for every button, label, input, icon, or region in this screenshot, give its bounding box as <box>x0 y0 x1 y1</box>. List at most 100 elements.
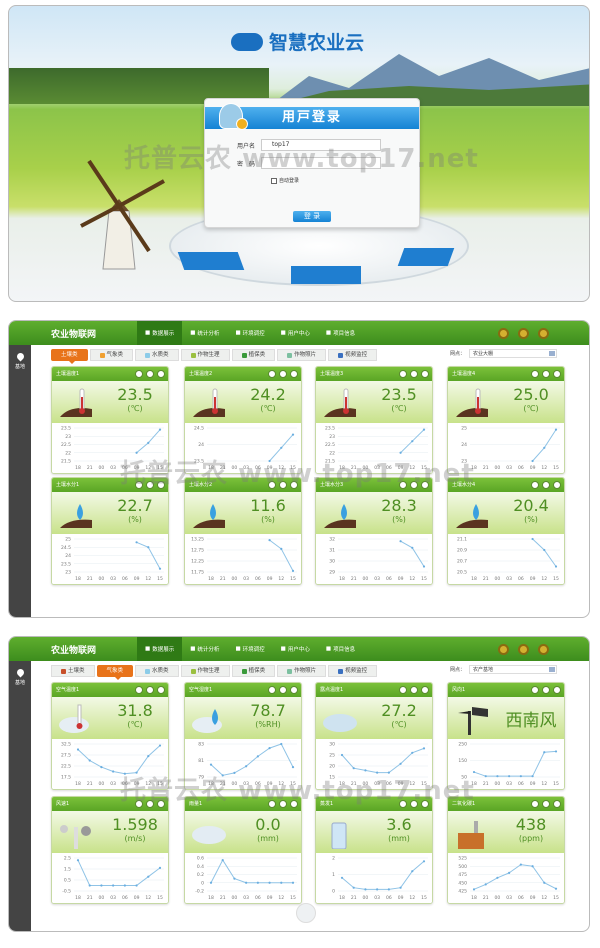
login-button[interactable]: 登 录 <box>293 211 331 222</box>
tab-2[interactable]: 气象类 <box>89 349 134 361</box>
nav-item[interactable]: ■ 统计分析 <box>182 321 227 345</box>
site-select[interactable]: 农业大棚 <box>469 349 557 358</box>
history-icon[interactable] <box>542 481 550 489</box>
settings-icon[interactable] <box>553 370 561 378</box>
edit-icon[interactable] <box>399 370 407 378</box>
history-icon[interactable] <box>146 481 154 489</box>
remember-checkbox[interactable]: 自动登录 <box>271 177 299 184</box>
history-icon[interactable] <box>410 686 418 694</box>
tab-7[interactable]: 视频监控 <box>328 665 378 677</box>
location-pin-icon[interactable] <box>15 351 25 362</box>
history-icon[interactable] <box>146 686 154 694</box>
tab-7[interactable]: 视频监控 <box>328 349 378 361</box>
nav-item-label: 用户中心 <box>287 331 310 337</box>
settings-icon[interactable] <box>157 800 165 808</box>
reading-unit: (℃) <box>127 404 143 413</box>
nav-item[interactable]: ■ 项目信息 <box>318 321 363 345</box>
nav-item[interactable]: ■ 用户中心 <box>273 321 318 345</box>
scroll-top-button[interactable] <box>296 903 316 923</box>
power-icon[interactable] <box>538 327 549 339</box>
edit-icon[interactable] <box>268 686 276 694</box>
tab-5[interactable]: 植保类 <box>231 665 276 677</box>
history-icon[interactable] <box>542 800 550 808</box>
settings-icon[interactable] <box>157 370 165 378</box>
settings-icon[interactable] <box>290 481 298 489</box>
settings-icon[interactable] <box>290 686 298 694</box>
edit-icon[interactable] <box>135 800 143 808</box>
history-icon[interactable] <box>542 370 550 378</box>
nav-item[interactable]: ■ 数据展示 <box>137 321 183 345</box>
sensor-card: 土壤水分2 11.6 (%) 11.75 12.25 12.75 13.25 18 21 00 03… <box>184 477 302 585</box>
nav-item[interactable]: ■ 用户中心 <box>273 637 318 661</box>
settings-icon[interactable] <box>290 370 298 378</box>
tab-1[interactable]: 土壤类 <box>51 665 95 677</box>
history-icon[interactable] <box>146 800 154 808</box>
dropdown-arrow-icon[interactable] <box>549 667 555 672</box>
history-icon[interactable] <box>279 370 287 378</box>
history-icon[interactable] <box>410 370 418 378</box>
tab-3[interactable]: 水质类 <box>135 665 179 677</box>
settings-icon[interactable] <box>157 686 165 694</box>
sensor-card: 风向1 西南风 50 150 250 18 21 00 03 06 09 12 15 <box>447 682 565 790</box>
edit-icon[interactable] <box>135 481 143 489</box>
history-icon[interactable] <box>542 686 550 694</box>
history-icon[interactable] <box>279 481 287 489</box>
settings-icon[interactable] <box>553 481 561 489</box>
password-input[interactable] <box>261 157 382 169</box>
history-icon[interactable] <box>279 800 287 808</box>
edit-icon[interactable] <box>399 481 407 489</box>
history-icon[interactable] <box>146 370 154 378</box>
nav-item[interactable]: ■ 环境调控 <box>227 637 272 661</box>
history-icon[interactable] <box>410 481 418 489</box>
sidebar-label[interactable]: 基地 <box>14 680 25 686</box>
tab-5[interactable]: 植保类 <box>231 349 276 361</box>
power-icon[interactable] <box>538 643 549 655</box>
settings-icon[interactable] <box>421 686 429 694</box>
settings-icon[interactable] <box>498 643 509 655</box>
tab-6[interactable]: 作物照片 <box>277 349 327 361</box>
settings-icon[interactable] <box>421 800 429 808</box>
edit-icon[interactable] <box>135 686 143 694</box>
settings-icon[interactable] <box>290 800 298 808</box>
edit-icon[interactable] <box>135 370 143 378</box>
settings-icon[interactable] <box>421 370 429 378</box>
history-icon[interactable] <box>279 686 287 694</box>
tab-4[interactable]: 作物生理 <box>180 665 230 677</box>
edit-icon[interactable] <box>531 481 539 489</box>
tab-2[interactable]: 气象类 <box>96 665 134 680</box>
edit-icon[interactable] <box>268 481 276 489</box>
y-tick-label: 20 <box>329 764 335 770</box>
nav-item[interactable]: ■ 环境调控 <box>227 321 272 345</box>
nav-item[interactable]: ■ 数据展示 <box>137 637 183 661</box>
edit-icon[interactable] <box>399 686 407 694</box>
settings-icon[interactable] <box>553 800 561 808</box>
edit-icon[interactable] <box>531 370 539 378</box>
edit-icon[interactable] <box>531 800 539 808</box>
edit-icon[interactable] <box>268 370 276 378</box>
y-tick-label: 20.9 <box>457 548 467 554</box>
settings-icon[interactable] <box>553 686 561 694</box>
tab-3[interactable]: 水质类 <box>135 349 179 361</box>
site-select[interactable]: 农产基地 <box>469 665 557 674</box>
checkbox-icon[interactable] <box>271 177 277 184</box>
settings-icon[interactable] <box>421 481 429 489</box>
trend-chart: 21.5 22 22.5 23 23.5 18 21 00 03 06 09 12 15 <box>316 423 432 473</box>
settings-icon[interactable] <box>157 481 165 489</box>
help-icon[interactable] <box>518 643 529 655</box>
settings-icon[interactable] <box>498 327 509 339</box>
nav-item[interactable]: ■ 项目信息 <box>318 637 363 661</box>
sidebar-label[interactable]: 基地 <box>14 364 25 370</box>
username-input[interactable]: top17 <box>261 139 382 151</box>
dropdown-arrow-icon[interactable] <box>549 351 555 356</box>
tab-4[interactable]: 作物生理 <box>180 349 230 361</box>
edit-icon[interactable] <box>268 800 276 808</box>
nav-item[interactable]: ■ 统计分析 <box>182 637 227 661</box>
tab-6[interactable]: 作物照片 <box>277 665 327 677</box>
tab-1[interactable]: 土壤类 <box>51 349 88 364</box>
edit-icon[interactable] <box>399 800 407 808</box>
nav-item-label: 环境调控 <box>242 647 265 653</box>
help-icon[interactable] <box>518 327 529 339</box>
edit-icon[interactable] <box>531 686 539 694</box>
history-icon[interactable] <box>410 800 418 808</box>
location-pin-icon[interactable] <box>15 667 25 678</box>
